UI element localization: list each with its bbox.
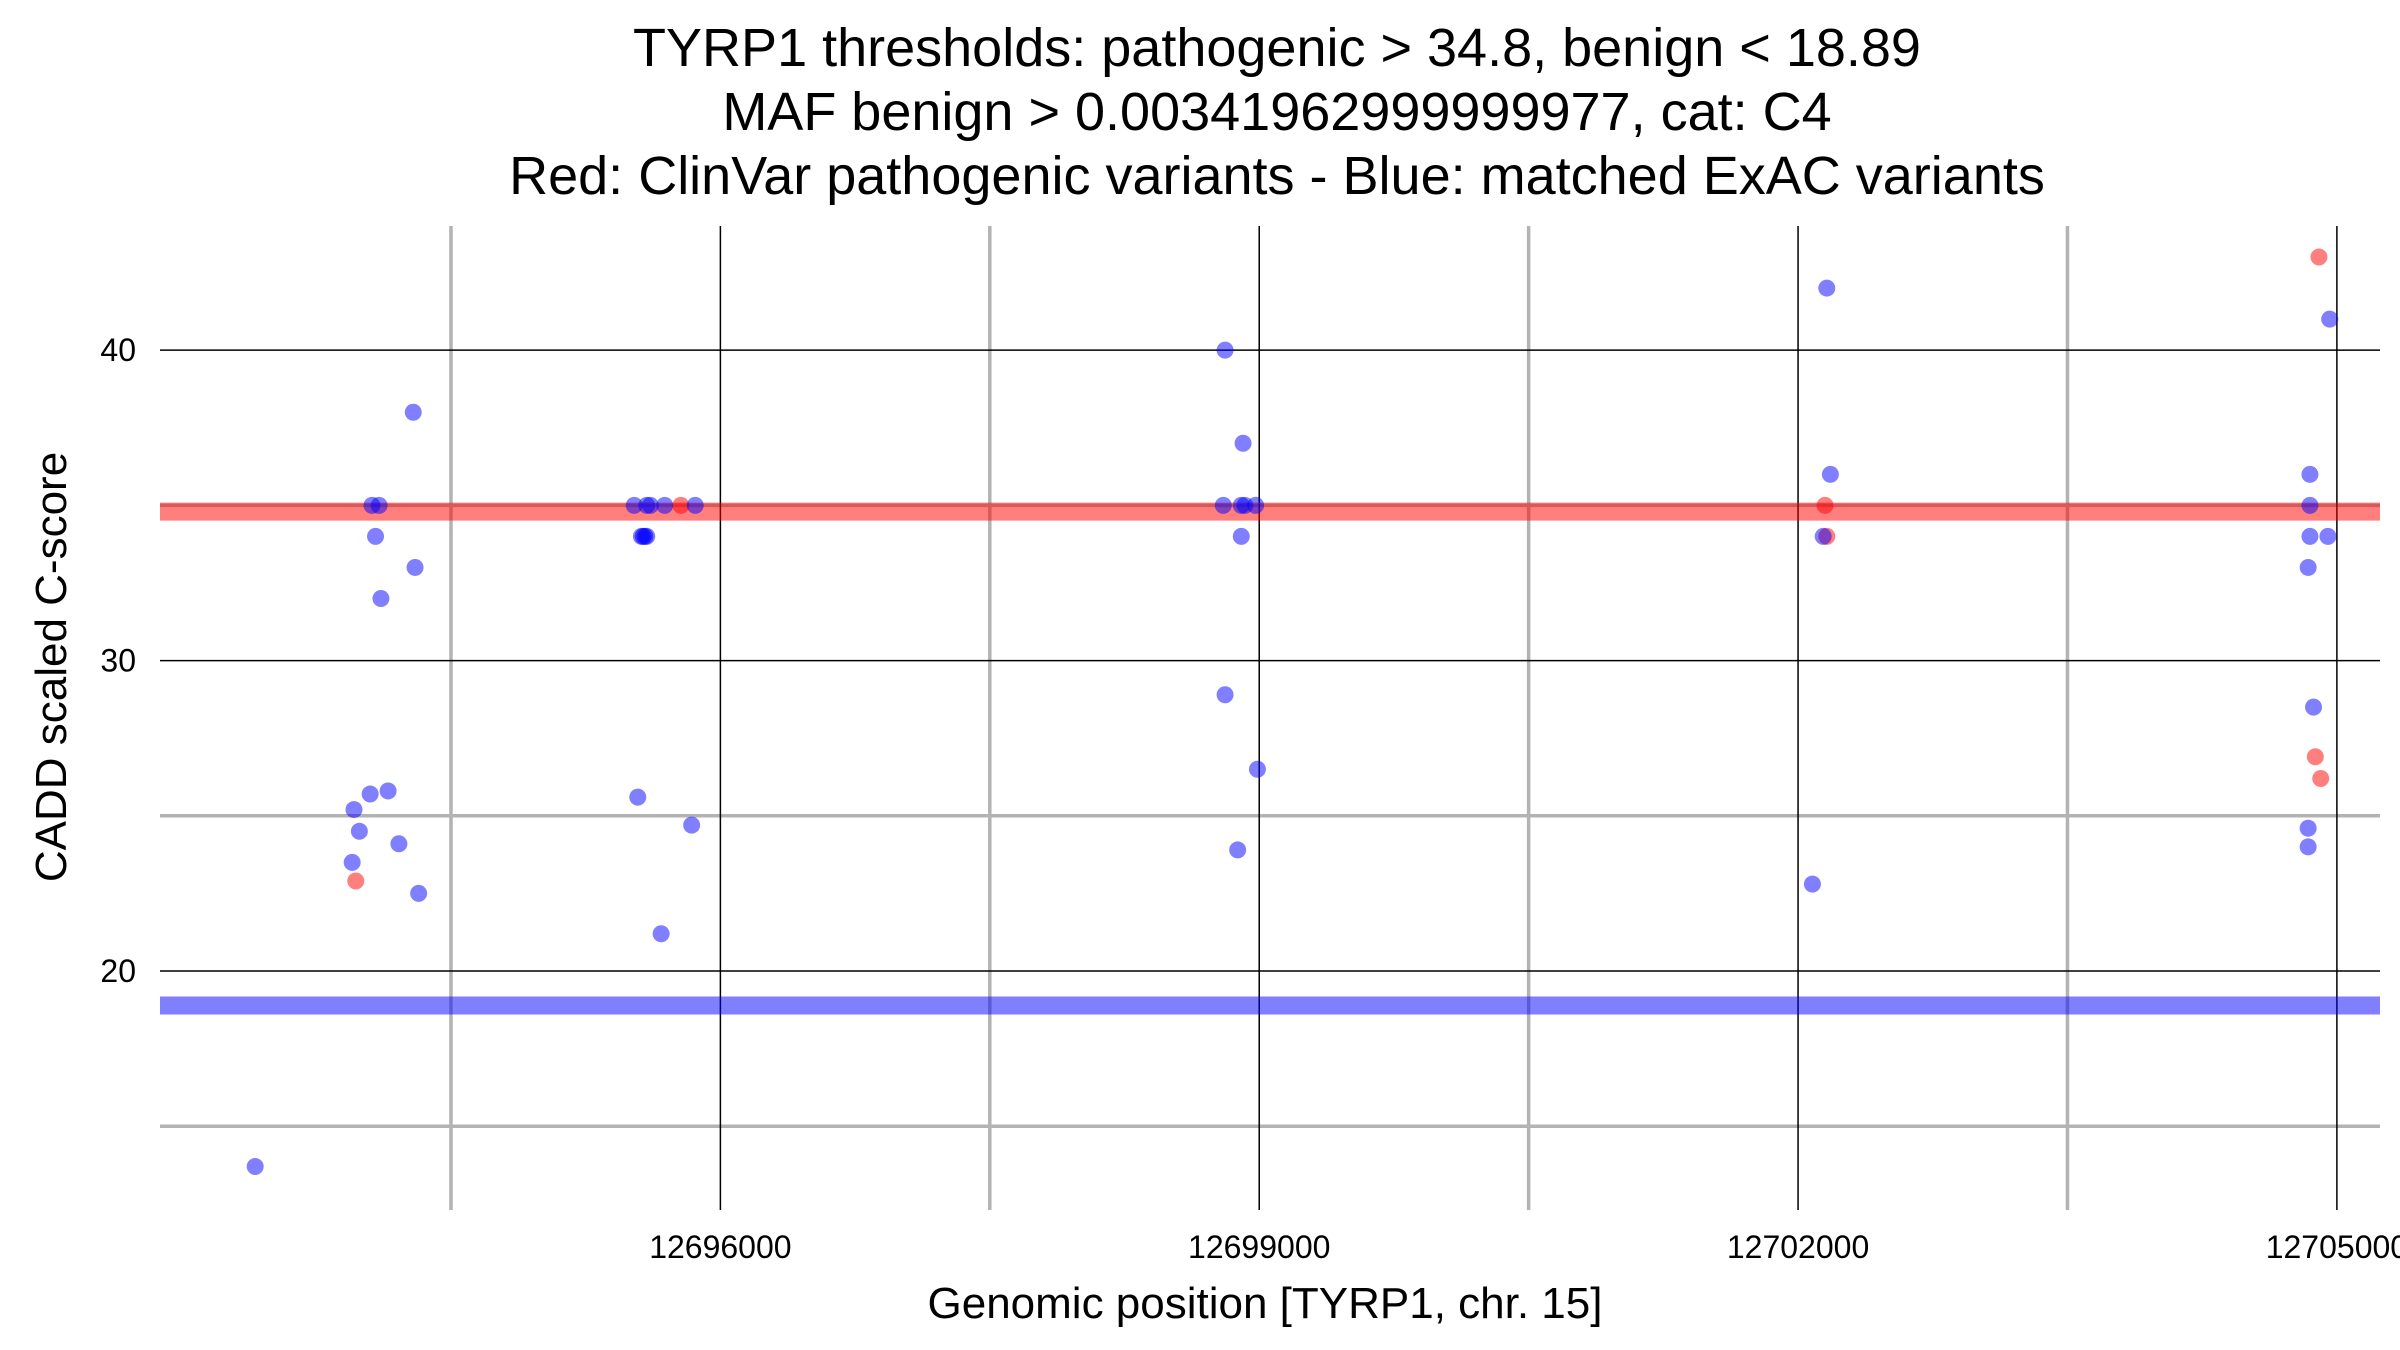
y-tick-label-1: 30	[100, 643, 136, 679]
title-line-2: MAF benign > 0.00341962999999977, cat: C…	[722, 82, 1831, 142]
matched-exac-point-27	[1214, 496, 1232, 514]
matched-exac-point-13	[370, 496, 388, 514]
title-line-3: Red: ClinVar pathogenic variants - Blue:…	[509, 146, 2045, 206]
matched-exac-point-21	[629, 788, 647, 806]
x-tick-label-0: 12696000	[649, 1229, 791, 1265]
matched-exac-point-38	[1821, 465, 1839, 483]
x-axis-ticks: 12696000 12699000 12702000 12705000	[649, 1229, 2400, 1265]
x-tick-label-2: 12702000	[1727, 1229, 1869, 1265]
matched-exac-point-23	[652, 925, 670, 943]
matched-exac-point-35	[1232, 496, 1250, 514]
matched-exac-point-43	[2299, 558, 2317, 576]
matched-exac-point-30	[1232, 527, 1250, 545]
y-axis-ticks: 20 30 40	[100, 332, 136, 989]
matched-exac-point-22	[686, 496, 704, 514]
matched-exac-point-7	[379, 782, 397, 800]
minor-gridlines	[160, 226, 2380, 1210]
matched-exac-point-47	[2299, 838, 2317, 856]
y-tick-label-2: 40	[100, 332, 136, 368]
matched-exac-point-42	[2301, 527, 2319, 545]
clinvar-pathogenic-point-2	[1816, 496, 1834, 514]
matched-exac-point-14	[625, 496, 643, 514]
matched-exac-point-1	[345, 801, 363, 819]
threshold-lines	[160, 502, 2380, 1015]
matched-exac-point-26	[1216, 341, 1234, 359]
clinvar-pathogenic-point-4	[2310, 248, 2328, 266]
title-line-1: TYRP1 thresholds: pathogenic > 34.8, ben…	[633, 18, 1921, 78]
data-points	[246, 248, 2339, 1176]
clinvar-pathogenic-point-6	[2312, 770, 2330, 788]
chart-title: TYRP1 thresholds: pathogenic > 34.8, ben…	[509, 18, 2045, 206]
matched-exac-point-12	[372, 589, 390, 607]
matched-exac-point-46	[2305, 698, 2323, 716]
y-axis-title: CADD scaled C-score	[27, 452, 76, 882]
matched-exac-point-5	[367, 527, 385, 545]
matched-exac-point-40	[2301, 465, 2319, 483]
x-tick-label-3: 12705000	[2266, 1229, 2400, 1265]
matched-exac-point-10	[410, 884, 428, 902]
matched-exac-point-34	[1248, 760, 1266, 778]
matched-exac-point-25	[656, 496, 674, 514]
clinvar-pathogenic-point-1	[672, 496, 690, 514]
matched-exac-point-3	[350, 822, 368, 840]
matched-exac-point-2	[343, 853, 361, 871]
matched-exac-point-39	[1803, 875, 1821, 893]
matched-exac-point-24	[683, 816, 701, 834]
matched-exac-point-45	[2319, 527, 2337, 545]
matched-exac-point-32	[1216, 686, 1234, 704]
matched-exac-point-6	[361, 785, 379, 803]
matched-exac-point-33	[1229, 841, 1247, 859]
matched-exac-point-44	[2299, 819, 2317, 837]
y-tick-label-0: 20	[100, 953, 136, 989]
matched-exac-point-8	[404, 403, 422, 421]
matched-exac-point-48	[2301, 496, 2319, 514]
matched-exac-point-20	[638, 496, 656, 514]
matched-exac-point-31	[1247, 496, 1265, 514]
x-tick-label-1: 12699000	[1188, 1229, 1330, 1265]
matched-exac-point-41	[2321, 310, 2339, 328]
matched-exac-point-36	[1818, 279, 1836, 297]
major-gridlines	[160, 226, 2380, 1210]
clinvar-pathogenic-point-0	[347, 872, 365, 890]
matched-exac-point-0	[246, 1158, 264, 1176]
matched-exac-point-28	[1234, 434, 1252, 452]
matched-exac-point-37	[1814, 527, 1832, 545]
matched-exac-point-9	[406, 558, 424, 576]
x-axis-title: Genomic position [TYRP1, chr. 15]	[928, 1279, 1603, 1328]
clinvar-pathogenic-point-5	[2306, 748, 2324, 766]
matched-exac-point-11	[390, 835, 408, 853]
matched-exac-point-18	[632, 527, 650, 545]
